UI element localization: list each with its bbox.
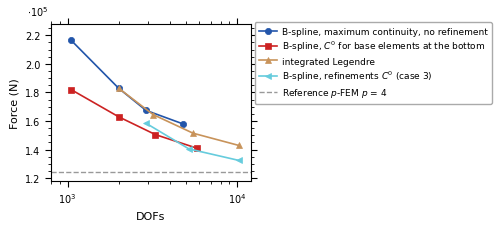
integrated Legendre: (5.5e+03, 1.52e+05): (5.5e+03, 1.52e+05): [190, 132, 196, 135]
B-spline, refinements $C^0$ (case 3): [236, 159, 242, 162]
B-spline, $C^0$ for base elements at the bottom: [116, 116, 121, 119]
B-spline, $C^0$ for base elements at the bottom: [152, 134, 158, 136]
Line: B-spline, refinements $C^0$ (case 3): B-spline, refinements $C^0$ (case 3): [143, 121, 242, 164]
B-spline, maximum continuity, no refinement: [116, 88, 121, 90]
Line: integrated Legendre: integrated Legendre: [116, 86, 242, 149]
B-spline, maximum continuity, no refinement: [68, 40, 74, 43]
Text: $\cdot 10^5$: $\cdot 10^5$: [26, 5, 48, 18]
Line: B-spline, $C^0$ for base elements at the bottom: B-spline, $C^0$ for base elements at the…: [68, 87, 200, 152]
Y-axis label: Force (N): Force (N): [9, 78, 19, 128]
Line: B-spline, maximum continuity, no refinement: B-spline, maximum continuity, no refinem…: [68, 38, 186, 128]
B-spline, maximum continuity, no refinement: [180, 123, 186, 126]
B-spline, refinements $C^0$ (case 3): [186, 148, 192, 151]
integrated Legendre: (2e+03, 1.83e+05): (2e+03, 1.83e+05): [116, 88, 121, 90]
B-spline, refinements $C^0$ (case 3): [143, 122, 149, 125]
X-axis label: DOFs: DOFs: [136, 211, 166, 221]
B-spline, $C^0$ for base elements at the bottom: [68, 89, 74, 92]
integrated Legendre: (3.2e+03, 1.64e+05): (3.2e+03, 1.64e+05): [150, 114, 156, 117]
integrated Legendre: (1.02e+04, 1.43e+05): (1.02e+04, 1.43e+05): [236, 144, 242, 147]
B-spline, $C^0$ for base elements at the bottom: [194, 147, 200, 150]
B-spline, maximum continuity, no refinement: [143, 110, 149, 112]
Legend: B-spline, maximum continuity, no refinement, B-spline, $C^0$ for base elements a: B-spline, maximum continuity, no refinem…: [254, 23, 492, 104]
